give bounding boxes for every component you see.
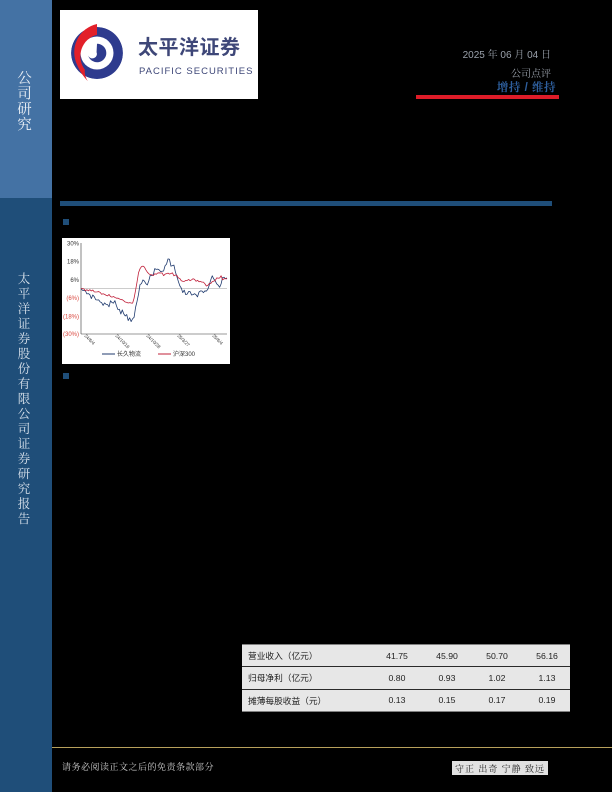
svg-text:24/6/4: 24/6/4 (83, 333, 96, 346)
svg-text:24/10/28: 24/10/28 (145, 333, 161, 349)
svg-text:25/6/4: 25/6/4 (211, 333, 224, 346)
svg-text:(18%): (18%) (63, 314, 79, 320)
svg-text:24/10/16: 24/10/16 (114, 333, 130, 349)
svg-text:18%: 18% (67, 260, 80, 266)
svg-text:长久物流: 长久物流 (117, 350, 141, 358)
svg-text:25/3/27: 25/3/27 (176, 333, 191, 348)
svg-text:(6%): (6%) (66, 296, 79, 302)
svg-text:沪深300: 沪深300 (173, 350, 196, 358)
svg-text:30%: 30% (67, 242, 80, 248)
svg-text:6%: 6% (70, 278, 79, 284)
svg-text:(30%): (30%) (63, 332, 79, 338)
